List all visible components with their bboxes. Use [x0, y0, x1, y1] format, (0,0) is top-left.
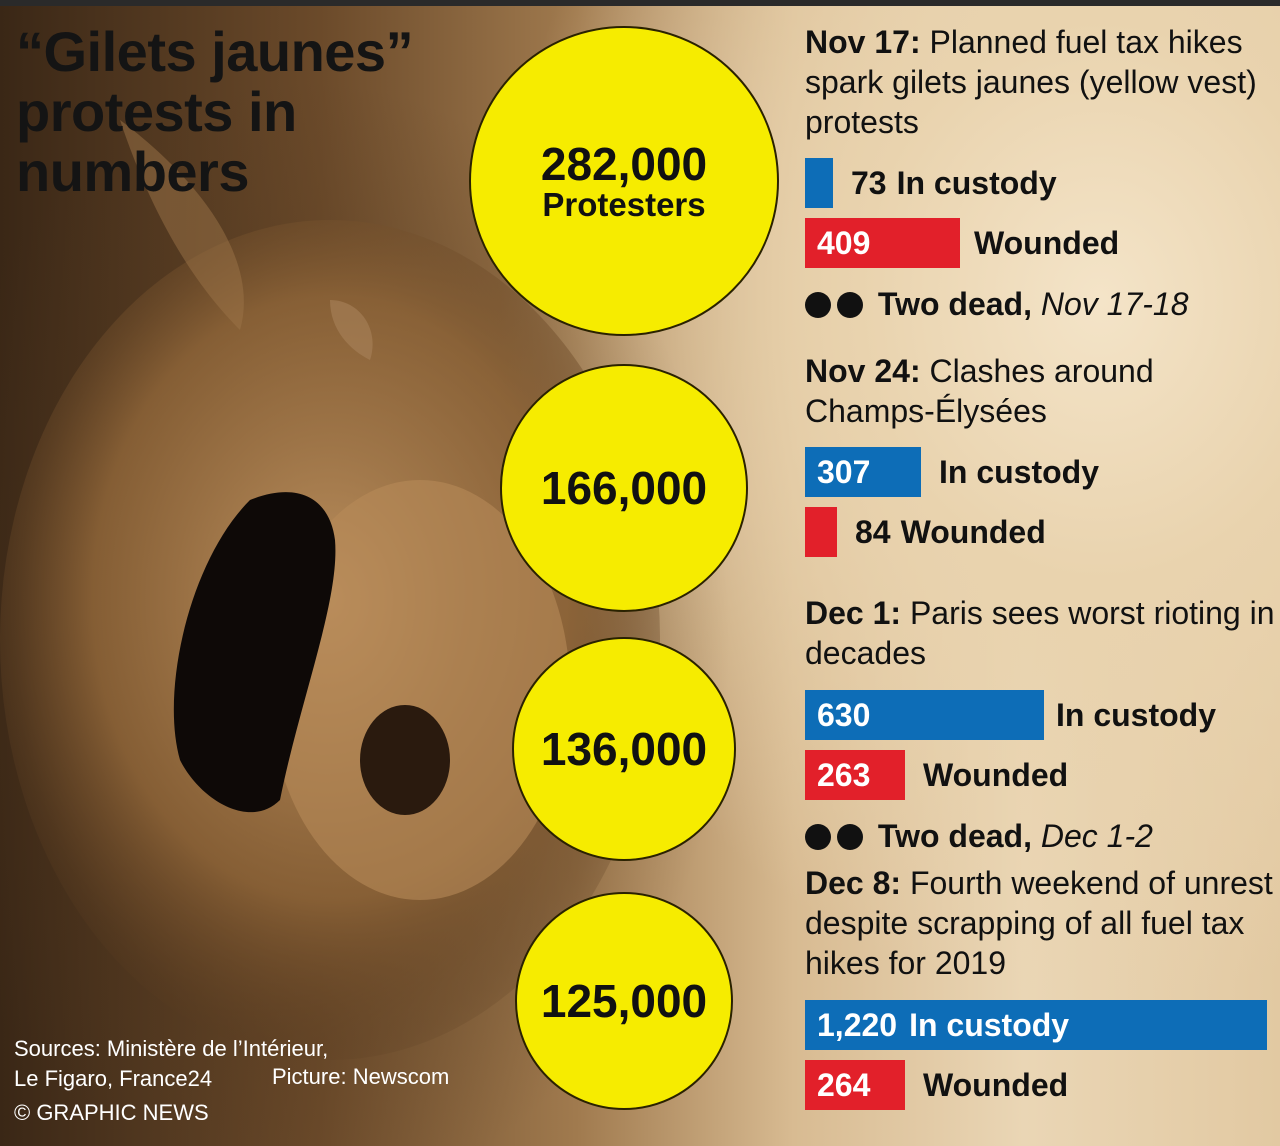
dead-dot-icon	[805, 824, 831, 850]
wounded-label: Wounded	[900, 513, 1046, 550]
wounded-value: 409	[817, 224, 871, 261]
protesters-value: 166,000	[540, 462, 708, 514]
custody-row: 630 In custody	[805, 690, 1216, 740]
custody-bar	[805, 158, 833, 208]
dead-dates: Nov 17-18	[1040, 286, 1189, 322]
sources-line-2: Le Figaro, France24	[14, 1066, 213, 1091]
wounded-row: 409 Wounded	[805, 218, 1119, 268]
event-date: Nov 17:	[805, 24, 921, 60]
dead-dot-icon	[837, 292, 863, 318]
custody-value: 307	[817, 453, 871, 490]
event-description: Fourth weekend of unrest despite scrappi…	[805, 865, 1273, 981]
custody-row: 307 In custody	[805, 447, 1099, 497]
custody-label: In custody	[909, 1006, 1070, 1043]
wounded-label: Wounded	[974, 224, 1120, 261]
custody-label: In custody	[939, 453, 1100, 490]
sources-line-1: Sources: Ministère de l’Intérieur,	[14, 1036, 329, 1061]
wounded-bar: 263	[805, 750, 905, 800]
protesters-label: Protesters	[542, 186, 706, 223]
custody-value: 73	[851, 164, 887, 201]
wounded-value: 264	[817, 1066, 871, 1103]
wounded-bar: 409	[805, 218, 960, 268]
protesters-circle-1: 282,000 Protesters	[469, 26, 779, 336]
picture-credit: Picture: Newscom	[272, 1064, 450, 1089]
wounded-value: 84	[855, 513, 891, 550]
event-nov24: Nov 24: Clashes around Champs-Élysées	[805, 351, 1275, 431]
event-date: Nov 24:	[805, 353, 921, 389]
protesters-value: 136,000	[540, 723, 708, 775]
custody-row: 1,220 In custody	[805, 1000, 1267, 1050]
event-date: Dec 8:	[805, 865, 902, 901]
wounded-row: 263 Wounded	[805, 750, 1068, 800]
wounded-bar	[805, 507, 837, 557]
wounded-row: 264 Wounded	[805, 1060, 1068, 1110]
event-description: Planned fuel tax hikes spark gilets jaun…	[805, 24, 1257, 140]
custody-row: 73 In custody	[805, 158, 1057, 208]
copyright: © GRAPHIC NEWS	[14, 1100, 209, 1125]
wounded-value: 263	[817, 756, 871, 793]
custody-value: 1,220	[817, 1006, 898, 1043]
event-dec8: Dec 8: Fourth weekend of unrest despite …	[805, 863, 1275, 983]
dead-text: Two dead,	[877, 286, 1032, 322]
protesters-circle-2: 166,000	[500, 364, 748, 612]
wounded-label: Wounded	[923, 1066, 1069, 1103]
protesters-circle-3: 136,000	[512, 637, 736, 861]
custody-value: 630	[817, 696, 871, 733]
wounded-label: Wounded	[923, 756, 1069, 793]
custody-bar: 630	[805, 690, 1044, 740]
dead-note: Two dead, Nov 17-18	[805, 284, 1189, 324]
top-bar	[0, 0, 1280, 6]
event-nov17: Nov 17: Planned fuel tax hikes spark gil…	[805, 22, 1275, 142]
statue-photo	[0, 120, 660, 1060]
dead-dot-icon	[837, 824, 863, 850]
event-description: Paris sees worst rioting in decades	[805, 595, 1275, 671]
custody-label: In custody	[1056, 696, 1217, 733]
dead-dates: Dec 1-2	[1040, 818, 1153, 854]
wounded-bar: 264	[805, 1060, 905, 1110]
dead-text: Two dead,	[877, 818, 1032, 854]
dead-note: Two dead, Dec 1-2	[805, 816, 1153, 856]
event-description: Clashes around Champs-Élysées	[805, 353, 1154, 429]
chart-title: “Gilets jaunes” protests in numbers	[16, 20, 414, 203]
custody-label: In custody	[896, 164, 1057, 201]
custody-bar: 1,220 In custody	[805, 1000, 1267, 1050]
dead-dot-icon	[805, 292, 831, 318]
protesters-circle-4: 125,000	[515, 892, 733, 1110]
wounded-row: 84 Wounded	[805, 507, 1046, 557]
event-dec1: Dec 1: Paris sees worst rioting in decad…	[805, 593, 1275, 673]
protesters-value: 282,000	[540, 138, 708, 190]
protesters-value: 125,000	[540, 975, 708, 1027]
event-date: Dec 1:	[805, 595, 902, 631]
custody-bar: 307	[805, 447, 921, 497]
